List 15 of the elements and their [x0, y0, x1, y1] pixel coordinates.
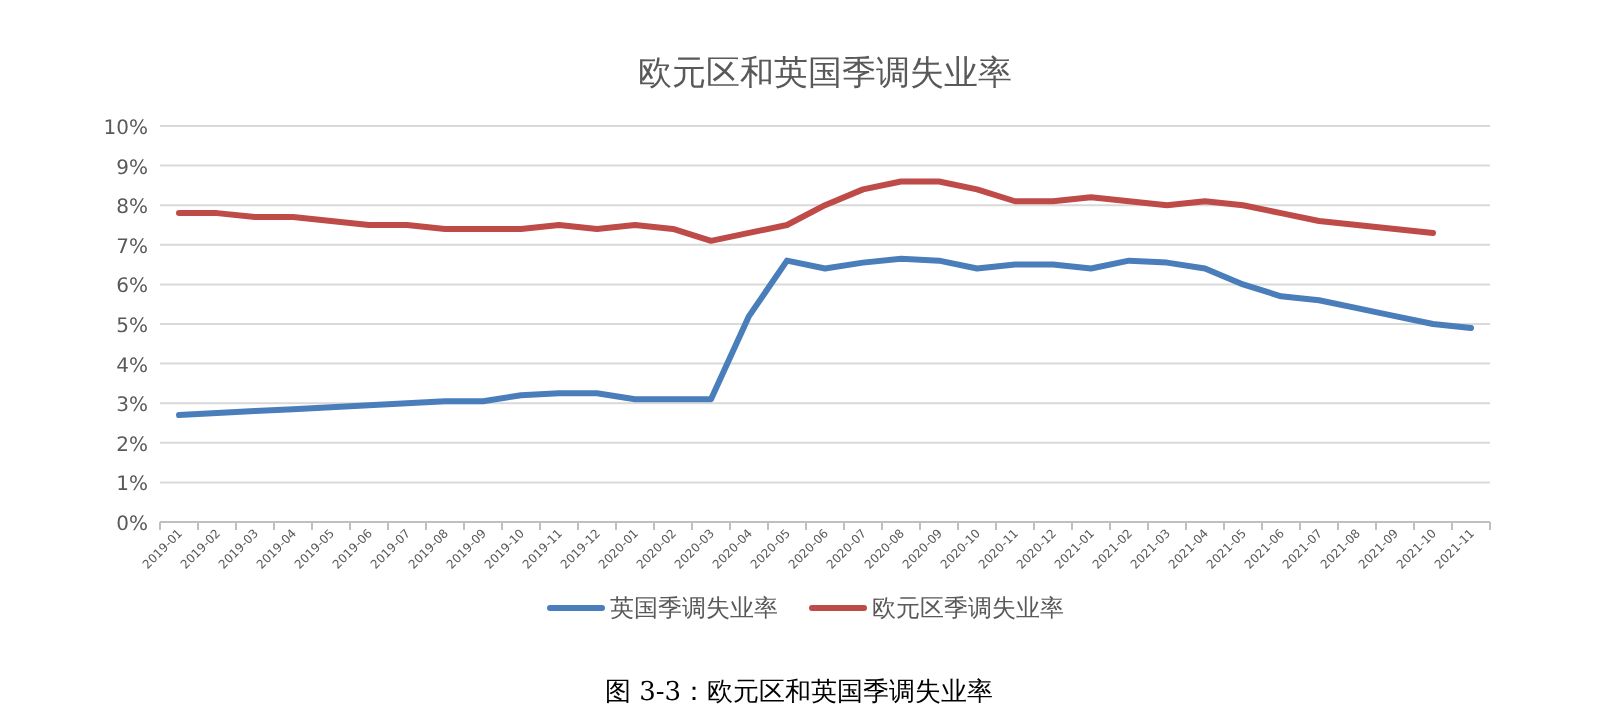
y-tick-label: 10%: [103, 118, 148, 140]
caption: 图 3-3：欧元区和英国季调失业率: [604, 676, 994, 708]
title: 欧元区和英国季调失业率: [638, 54, 1012, 94]
legend-label: 欧元区季调失业率: [872, 594, 1064, 622]
y-tick-label: 7%: [116, 236, 148, 259]
y-tick-label: 1%: [116, 474, 148, 497]
y-tick-label: 4%: [116, 355, 148, 378]
y-tick-label: 6%: [116, 276, 148, 299]
y-tick-label: 8%: [116, 197, 148, 220]
legend-label: 英国季调失业率: [610, 594, 778, 622]
y-tick-label: 5%: [116, 316, 148, 338]
y-tick-label: 9%: [116, 157, 148, 180]
y-tick-label: 0%: [116, 514, 148, 536]
y-tick-label: 3%: [116, 395, 148, 418]
y-tick-label: 2%: [116, 434, 148, 457]
